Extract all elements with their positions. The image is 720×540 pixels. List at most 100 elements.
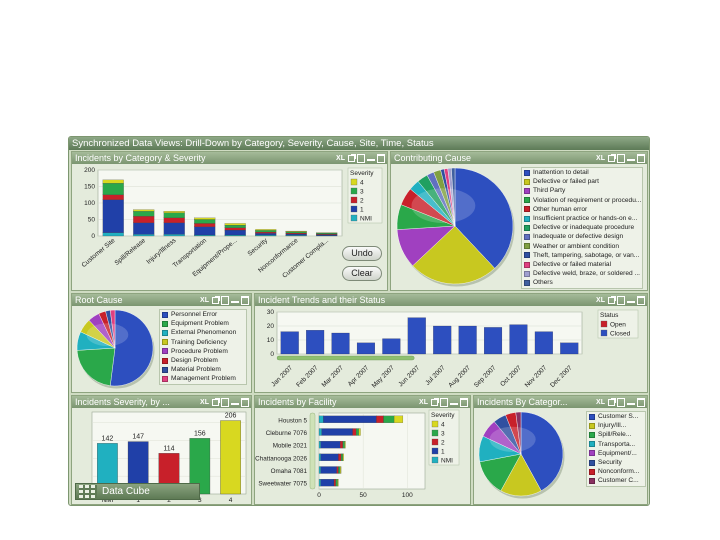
legend-item[interactable]: Transporta... <box>587 440 645 449</box>
panel-contributing-cause[interactable]: Contributing Cause XL Inattention to det… <box>390 151 648 291</box>
bar-segment <box>255 233 277 236</box>
clear-button[interactable]: Clear <box>342 266 382 281</box>
legend-item[interactable]: Customer C... <box>587 476 645 485</box>
excel-export-icon[interactable]: XL <box>419 398 428 406</box>
panel-incident-trends[interactable]: Incident Trends and their Status XL 0 10 2… <box>254 293 648 393</box>
legend-item[interactable]: Injury/Ill... <box>587 421 645 430</box>
incidents-by-category-chart[interactable] <box>476 411 566 501</box>
minimize-icon[interactable] <box>367 155 375 161</box>
legend-item[interactable]: Customer S... <box>587 412 645 421</box>
excel-export-icon[interactable]: XL <box>596 154 605 162</box>
excel-export-icon[interactable]: XL <box>336 154 345 162</box>
legend-item[interactable]: Third Party <box>522 186 642 195</box>
legend-swatch <box>162 348 168 355</box>
root-cause-chart[interactable] <box>73 308 157 392</box>
minimize-icon[interactable] <box>450 399 458 405</box>
copy-icon[interactable] <box>607 398 615 407</box>
incidents-facility-chart[interactable]: 0 50 100 Houston 5 Cleburne 7076 Mobile 2021 C… <box>255 408 471 505</box>
legend-swatch <box>524 224 530 231</box>
copy-icon[interactable] <box>347 154 355 163</box>
maximize-icon[interactable] <box>377 153 385 163</box>
contributing-cause-chart[interactable] <box>393 166 518 291</box>
y-tick-label: 50 <box>88 217 96 224</box>
panel-header: Incidents By Categor... XL <box>474 396 647 408</box>
maximize-icon[interactable] <box>241 397 249 407</box>
panel-incidents-by-category[interactable]: Incidents By Categor... XL Customer S...… <box>473 395 648 505</box>
copy-icon[interactable] <box>430 398 438 407</box>
bar-segment <box>163 217 185 223</box>
legend-item[interactable]: Others <box>522 278 642 287</box>
legend-item[interactable]: Personnel Error <box>160 310 246 319</box>
legend-item[interactable]: Equipment/... <box>587 449 645 458</box>
legend-item[interactable]: Theft, tampering, sabotage, or van... <box>522 251 642 260</box>
legend-item[interactable]: Design Problem <box>160 356 246 365</box>
legend-item[interactable]: Defective or failed material <box>522 260 642 269</box>
legend-item[interactable]: Defective or inadequate procedure <box>522 223 642 232</box>
legend-item[interactable]: Defective or failed part <box>522 177 642 186</box>
copy-icon[interactable] <box>607 296 615 305</box>
undo-button[interactable]: Undo <box>342 246 382 261</box>
print-icon[interactable] <box>617 397 625 407</box>
minimize-icon[interactable] <box>627 155 635 161</box>
excel-export-icon[interactable]: XL <box>596 296 605 304</box>
legend-item[interactable]: Management Problem <box>160 374 246 383</box>
maximize-icon[interactable] <box>637 295 645 305</box>
panel-category-severity[interactable]: Incidents by Category & Severity XL 0 50 1… <box>71 151 388 291</box>
print-icon[interactable] <box>617 153 625 163</box>
legend-item[interactable]: Inadequate or defective design <box>522 232 642 241</box>
legend-item[interactable]: Other human error <box>522 205 642 214</box>
legend-label: Customer S... <box>598 413 639 420</box>
legend-item[interactable]: Inattention to detail <box>522 168 642 177</box>
excel-export-icon[interactable]: XL <box>596 398 605 406</box>
contributing-cause-legend: Inattention to detail Defective or failed… <box>521 167 643 289</box>
print-icon[interactable] <box>221 295 229 305</box>
bar-segment <box>285 232 307 235</box>
data-cube-button[interactable]: Data Cube <box>75 483 200 500</box>
legend-item[interactable]: Spill/Rele... <box>587 430 645 439</box>
minimize-icon[interactable] <box>231 399 239 405</box>
legend-item[interactable]: Nonconform... <box>587 467 645 476</box>
legend-item[interactable]: External Phenomenon <box>160 328 246 337</box>
maximize-icon[interactable] <box>241 295 249 305</box>
y-tick-label: 20 <box>267 323 275 330</box>
bar-segment <box>133 216 155 223</box>
panel-incidents-facility[interactable]: Incidents by Facility XL 0 50 100 Houston 5… <box>254 395 471 505</box>
excel-export-icon[interactable]: XL <box>200 296 209 304</box>
legend-label: 4 <box>360 180 364 187</box>
legend-item[interactable]: Security <box>587 458 645 467</box>
legend-label: Third Party <box>533 187 566 195</box>
legend-item[interactable]: Violation of requirement or procedu... <box>522 196 642 205</box>
minimize-icon[interactable] <box>627 399 635 405</box>
print-icon[interactable] <box>617 295 625 305</box>
bar-segment <box>102 194 124 200</box>
print-icon[interactable] <box>221 397 229 407</box>
incidents-severity-chart[interactable]: 142 NMI 147 1 114 2 156 3 206 4 <box>72 408 252 505</box>
bar-segment <box>393 415 404 423</box>
x-tick-label: 1 <box>136 497 140 504</box>
maximize-icon[interactable] <box>637 397 645 407</box>
minimize-icon[interactable] <box>231 297 239 303</box>
legend-item[interactable]: Weather or ambient condition <box>522 242 642 251</box>
legend-item[interactable]: Defective weld, braze, or soldered ... <box>522 269 642 278</box>
legend-title: Severity <box>350 170 374 177</box>
legend-item[interactable]: Procedure Problem <box>160 347 246 356</box>
y-tick-label: 100 <box>84 200 95 207</box>
panel-root-cause[interactable]: Root Cause XL Personnel Error Equipment P… <box>71 293 252 393</box>
legend-item[interactable]: Equipment Problem <box>160 319 246 328</box>
copy-icon[interactable] <box>211 296 219 305</box>
incident-trends-chart[interactable]: 0 10 20 30 Jan 2007 Feb 2007 Mar 2007 Apr 2007 M… <box>255 306 648 393</box>
legend-label: Management Problem <box>171 375 236 383</box>
maximize-icon[interactable] <box>460 397 468 407</box>
legend-label: Insufficient practice or hands-on e... <box>533 215 638 223</box>
print-icon[interactable] <box>357 153 365 163</box>
legend-item[interactable]: Material Problem <box>160 365 246 374</box>
copy-icon[interactable] <box>211 398 219 407</box>
minimize-icon[interactable] <box>627 297 635 303</box>
print-icon[interactable] <box>440 397 448 407</box>
legend-item[interactable]: Insufficient practice or hands-on e... <box>522 214 642 223</box>
legend-item[interactable]: Training Deficiency <box>160 338 246 347</box>
excel-export-icon[interactable]: XL <box>200 398 209 406</box>
maximize-icon[interactable] <box>637 153 645 163</box>
copy-icon[interactable] <box>607 154 615 163</box>
